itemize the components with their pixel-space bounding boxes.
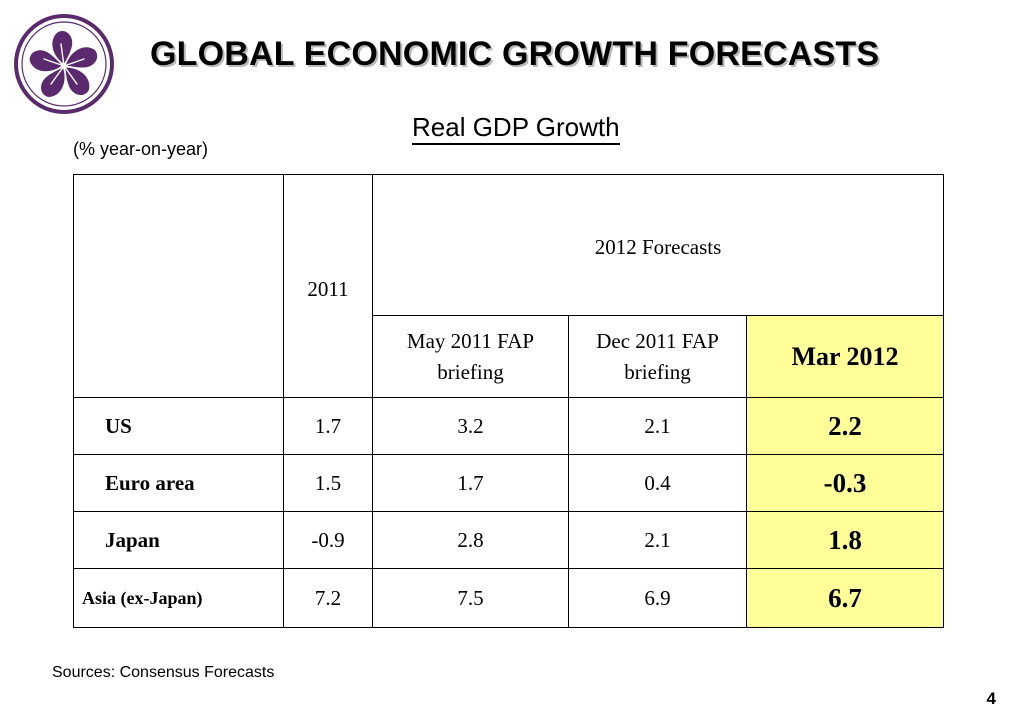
unit-note: (% year-on-year)	[73, 139, 209, 159]
table-row: Asia (ex-Japan) 7.2 7.5 6.9 6.7	[73, 568, 944, 628]
country-cell: US	[73, 397, 284, 455]
table-row: Japan -0.9 2.8 2.1 1.8	[73, 511, 944, 569]
header-mar-2012: Mar 2012	[746, 315, 944, 398]
header-may-2011-line2: briefing	[437, 359, 504, 384]
value-2011-cell: -0.9	[283, 511, 373, 569]
value-dec-2011-cell: 2.1	[568, 397, 747, 455]
table-header-row: 2011 2012 Forecasts	[73, 174, 944, 398]
value-2011-cell: 1.5	[283, 454, 373, 512]
bauhinia-logo-icon	[12, 12, 116, 116]
page-title: GLOBAL ECONOMIC GROWTH FORECASTS	[150, 35, 880, 73]
value-dec-2011-cell: 6.9	[568, 568, 747, 628]
header-country-cell	[73, 174, 284, 398]
value-may-2011-cell: 7.5	[372, 568, 569, 628]
header-may-2011: May 2011 FAP briefing	[372, 315, 569, 398]
country-cell: Euro area	[73, 454, 284, 512]
header-dec-2011-line1: Dec 2011 FAP	[596, 328, 719, 353]
value-dec-2011-cell: 0.4	[568, 454, 747, 512]
header-may-2011-line1: May 2011 FAP	[406, 328, 535, 353]
sources-note: Sources: Consensus Forecasts	[52, 664, 275, 681]
header-dec-2011-line2: briefing	[624, 359, 691, 384]
value-may-2011-cell: 2.8	[372, 511, 569, 569]
value-mar-2012-cell: 6.7	[746, 568, 944, 628]
header-2012-forecasts-label: 2012 Forecasts	[594, 234, 722, 259]
header-2011: 2011	[283, 174, 373, 398]
value-dec-2011-cell: 2.1	[568, 511, 747, 569]
value-mar-2012-cell: 2.2	[746, 397, 944, 455]
table-subtitle: Real GDP Growth	[412, 112, 620, 145]
table-row: US 1.7 3.2 2.1 2.2	[73, 397, 944, 455]
value-2011-cell: 1.7	[283, 397, 373, 455]
country-cell: Asia (ex-Japan)	[73, 568, 284, 628]
header-2012-forecasts: 2012 Forecasts	[372, 174, 944, 316]
value-may-2011-cell: 3.2	[372, 397, 569, 455]
country-cell: Japan	[73, 511, 284, 569]
value-mar-2012-cell: 1.8	[746, 511, 944, 569]
value-mar-2012-cell: -0.3	[746, 454, 944, 512]
value-may-2011-cell: 1.7	[372, 454, 569, 512]
value-2011-cell: 7.2	[283, 568, 373, 628]
header-dec-2011: Dec 2011 FAP briefing	[568, 315, 747, 398]
page-number: 4	[986, 689, 996, 708]
table-row: Euro area 1.5 1.7 0.4 -0.3	[73, 454, 944, 512]
gdp-forecast-table: 2011 2012 Forecasts May 2011 FAP briefin…	[73, 174, 944, 628]
